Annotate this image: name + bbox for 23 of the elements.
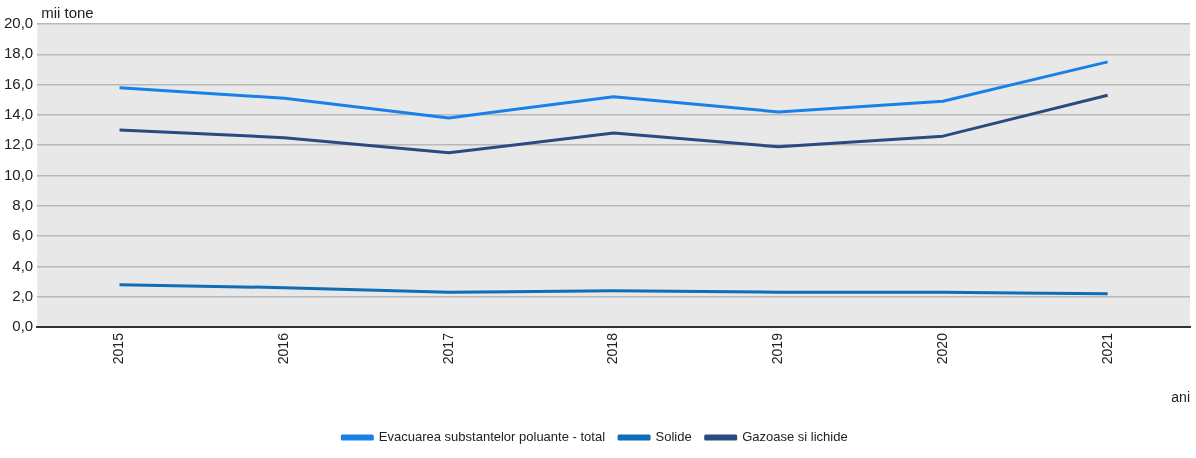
x-tick-label: 2016	[275, 332, 292, 365]
y-tick-label: 8,0	[12, 195, 34, 213]
y-tick-label: 0,0	[12, 317, 34, 335]
y-tick-label: 14,0	[3, 105, 34, 123]
x-tick-label: 2017	[439, 332, 456, 365]
x-tick-label: 2018	[604, 332, 621, 365]
legend-label: Solide	[655, 429, 692, 445]
y-tick-label: 18,0	[3, 44, 34, 62]
y-tick-label: 12,0	[3, 135, 34, 153]
x-axis-title: ani	[1171, 389, 1190, 406]
legend-label: Evacuarea substantelor poluante - total	[378, 429, 606, 445]
y-tick-label: 16,0	[3, 74, 34, 92]
y-tick-label: 6,0	[12, 226, 34, 244]
y-tick-label: 20,0	[3, 14, 34, 32]
x-tick-label: 2019	[769, 332, 786, 365]
y-axis-title: mii tone	[41, 3, 94, 21]
y-tick-label: 4,0	[12, 256, 34, 274]
y-tick-label: 10,0	[3, 165, 34, 183]
x-tick-label: 2020	[933, 332, 950, 365]
x-tick-label: 2021	[1098, 332, 1115, 365]
legend-label: Gazoase si lichide	[742, 429, 848, 445]
x-tick-label: 2015	[110, 332, 127, 365]
y-tick-label: 2,0	[12, 286, 34, 304]
